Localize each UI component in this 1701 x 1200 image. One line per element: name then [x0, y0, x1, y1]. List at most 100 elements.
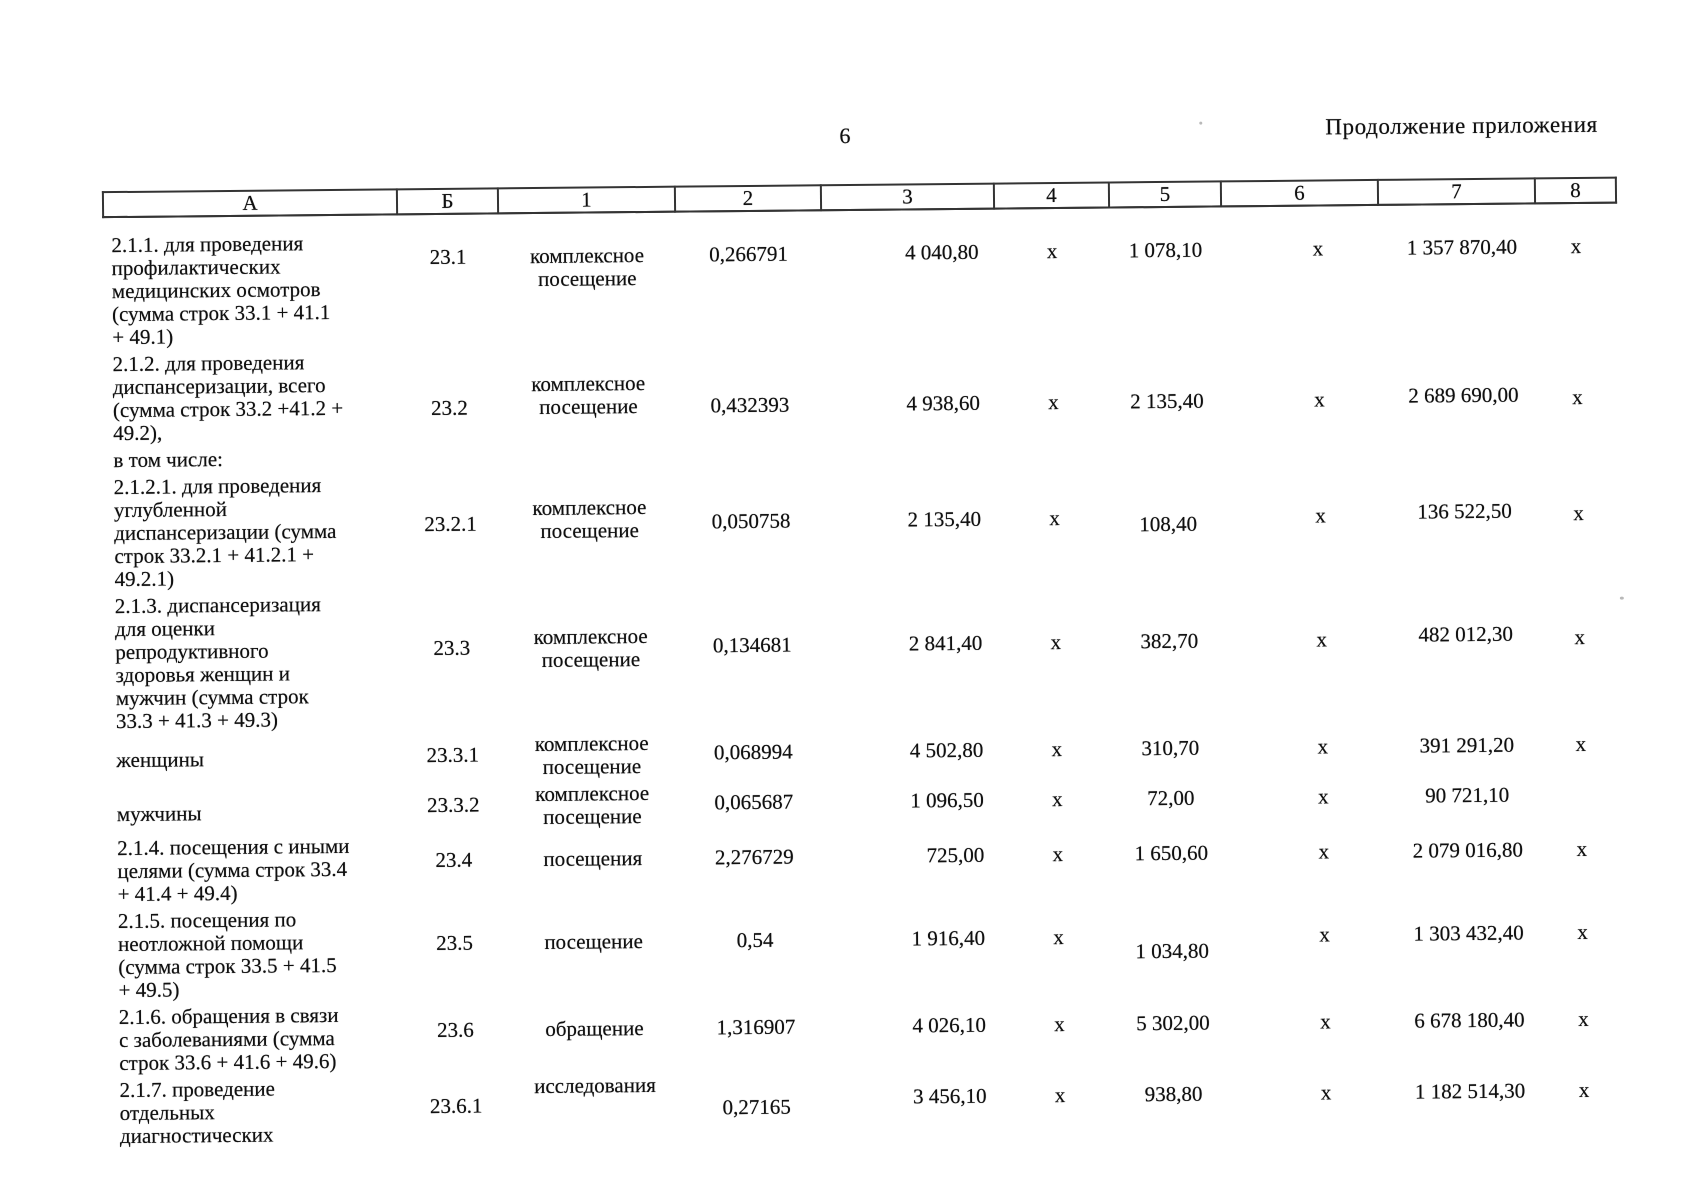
cell-text: 0,068994: [713, 739, 793, 765]
cell-text: х: [1318, 839, 1330, 864]
cell-text: комплексное посещение: [529, 242, 645, 291]
cell-text: 23.4: [435, 847, 473, 873]
cell-text: 5 302,00: [1136, 1010, 1210, 1036]
cell-text: 23.5: [436, 930, 474, 956]
column-header-7: 7: [1377, 178, 1536, 205]
cell-text: 108,40: [1139, 511, 1198, 537]
cell-c6: х: [1228, 896, 1386, 994]
cell-c6: х: [1229, 1065, 1387, 1140]
cell-b: 23.6.1: [405, 1073, 507, 1147]
cell-a: 2.1.2. для проведения диспансеризации, в…: [104, 348, 399, 447]
cell-text: х: [1051, 736, 1063, 762]
cell-text: 2 689 690,00: [1408, 382, 1519, 408]
cell-text: мужчины: [116, 801, 202, 827]
page-number: 6: [839, 122, 851, 149]
cell-c4: х: [994, 208, 1110, 343]
cell-c1: комплексное посещение: [498, 212, 676, 348]
cell-a: 2.1.2.1. для проведения углубленной дисп…: [106, 471, 401, 593]
cell-text: комплексное посещение: [535, 780, 650, 829]
cell-c4: х: [1001, 898, 1117, 995]
cell-c8: х: [1538, 460, 1620, 580]
cell-text: 3 456,10: [912, 1083, 987, 1109]
cell-b: 23.6: [405, 1000, 507, 1074]
cell-c5: 382,70: [1113, 582, 1226, 725]
cell-text: х: [1573, 500, 1584, 526]
cell-c1: [500, 442, 677, 471]
cell-c8: [1537, 433, 1618, 461]
cell-c3: 725,00: [827, 827, 1001, 902]
cell-c2: 2,276729: [681, 828, 828, 902]
cell-a: мужчины: [109, 782, 403, 835]
cell-a: 2.1.6. обращения в связи с заболеваниями…: [111, 1001, 406, 1077]
scan-artifact-dot: [1619, 596, 1624, 600]
cell-a: женщины: [108, 732, 402, 785]
cell-c7: 391 291,20: [1383, 721, 1540, 773]
cell-text: 2 135,40: [1130, 388, 1204, 414]
cell-text: 2.1.4. посещения с иными целями (сумма с…: [117, 833, 350, 907]
cell-c2: 0,432393: [676, 344, 823, 441]
column-header-8: 8: [1534, 177, 1617, 204]
cell-c1: исследования: [506, 1072, 684, 1147]
cell-text: 4 938,60: [906, 390, 981, 416]
cell-c8: [1541, 771, 1622, 822]
cell-c1: комплексное посещение: [502, 588, 680, 732]
cell-text: 23.3: [433, 635, 471, 661]
cell-text: 1 303 432,40: [1413, 920, 1524, 946]
cell-c2: 1,316907: [683, 997, 830, 1071]
cell-c5: 72,00: [1115, 774, 1227, 825]
cell-c4: х: [1000, 825, 1116, 899]
cell-c2: 0,134681: [679, 586, 826, 729]
cell-c8: х: [1540, 721, 1621, 772]
cell-b: [399, 443, 500, 471]
cell-text: женщины: [116, 747, 205, 773]
cell-c3: 4 938,60: [822, 343, 996, 441]
cell-text: х: [1575, 731, 1587, 757]
cell-text: х: [1577, 919, 1588, 945]
cell-c6: х: [1221, 205, 1379, 341]
cell-text: комплексное посещение: [533, 623, 648, 672]
column-header-Б: Б: [396, 188, 499, 215]
cell-a: в том числе:: [105, 444, 399, 474]
cell-c1: посещения: [504, 830, 682, 905]
cell-text: х: [1046, 239, 1058, 264]
cell-c1: комплексное посещение: [501, 469, 679, 590]
cell-text: 1,316907: [716, 1014, 796, 1040]
cell-c8: х: [1535, 203, 1617, 338]
cell-text: 23.1: [429, 244, 467, 270]
cell-text: 482 012,30: [1418, 621, 1514, 647]
cell-text: 90 721,10: [1425, 782, 1510, 808]
cell-text: 23.2.1: [424, 511, 477, 537]
cell-text: х: [1049, 506, 1060, 531]
cell-text: комплексное посещение: [531, 370, 646, 419]
cell-c4: х: [998, 583, 1114, 726]
cell-text: х: [1054, 1011, 1065, 1037]
cell-c4: х: [997, 465, 1113, 585]
cell-text: 1 078,10: [1128, 237, 1203, 263]
cell-c8: х: [1541, 821, 1623, 895]
cell-a: 2.1.7. проведение отдельных диагностичес…: [111, 1074, 406, 1150]
cell-c8: х: [1536, 337, 1618, 434]
cell-c5: [1111, 436, 1223, 464]
cell-text: 1 182 514,30: [1414, 1078, 1526, 1104]
cell-c2: [677, 440, 823, 468]
cell-text: х: [1319, 922, 1330, 947]
cell-c3: 1 916,40: [828, 900, 1002, 998]
cell-text: х: [1314, 387, 1325, 412]
cell-text: 0,266791: [709, 241, 789, 267]
cell-text: обращение: [545, 1016, 644, 1041]
cell-text: 2.1.2.1. для проведения углубленной дисп…: [113, 473, 337, 592]
cell-text: х: [1051, 786, 1063, 812]
table-row: 2.1.5. посещения по неотложной помощи (с…: [110, 894, 1624, 1005]
cell-text: 0,432393: [710, 392, 790, 418]
cell-b: 23.3: [401, 589, 503, 732]
cell-text: х: [1578, 1077, 1590, 1103]
cell-c3: 2 841,40: [825, 585, 999, 729]
cell-c7: 1 357 870,40: [1378, 203, 1536, 339]
cell-c7: 136 522,50: [1381, 460, 1539, 581]
table-row: 2.1.3. диспансеризация для оценки репрод…: [107, 579, 1621, 736]
cell-c4: [996, 438, 1111, 466]
cell-text: х: [1312, 236, 1324, 261]
